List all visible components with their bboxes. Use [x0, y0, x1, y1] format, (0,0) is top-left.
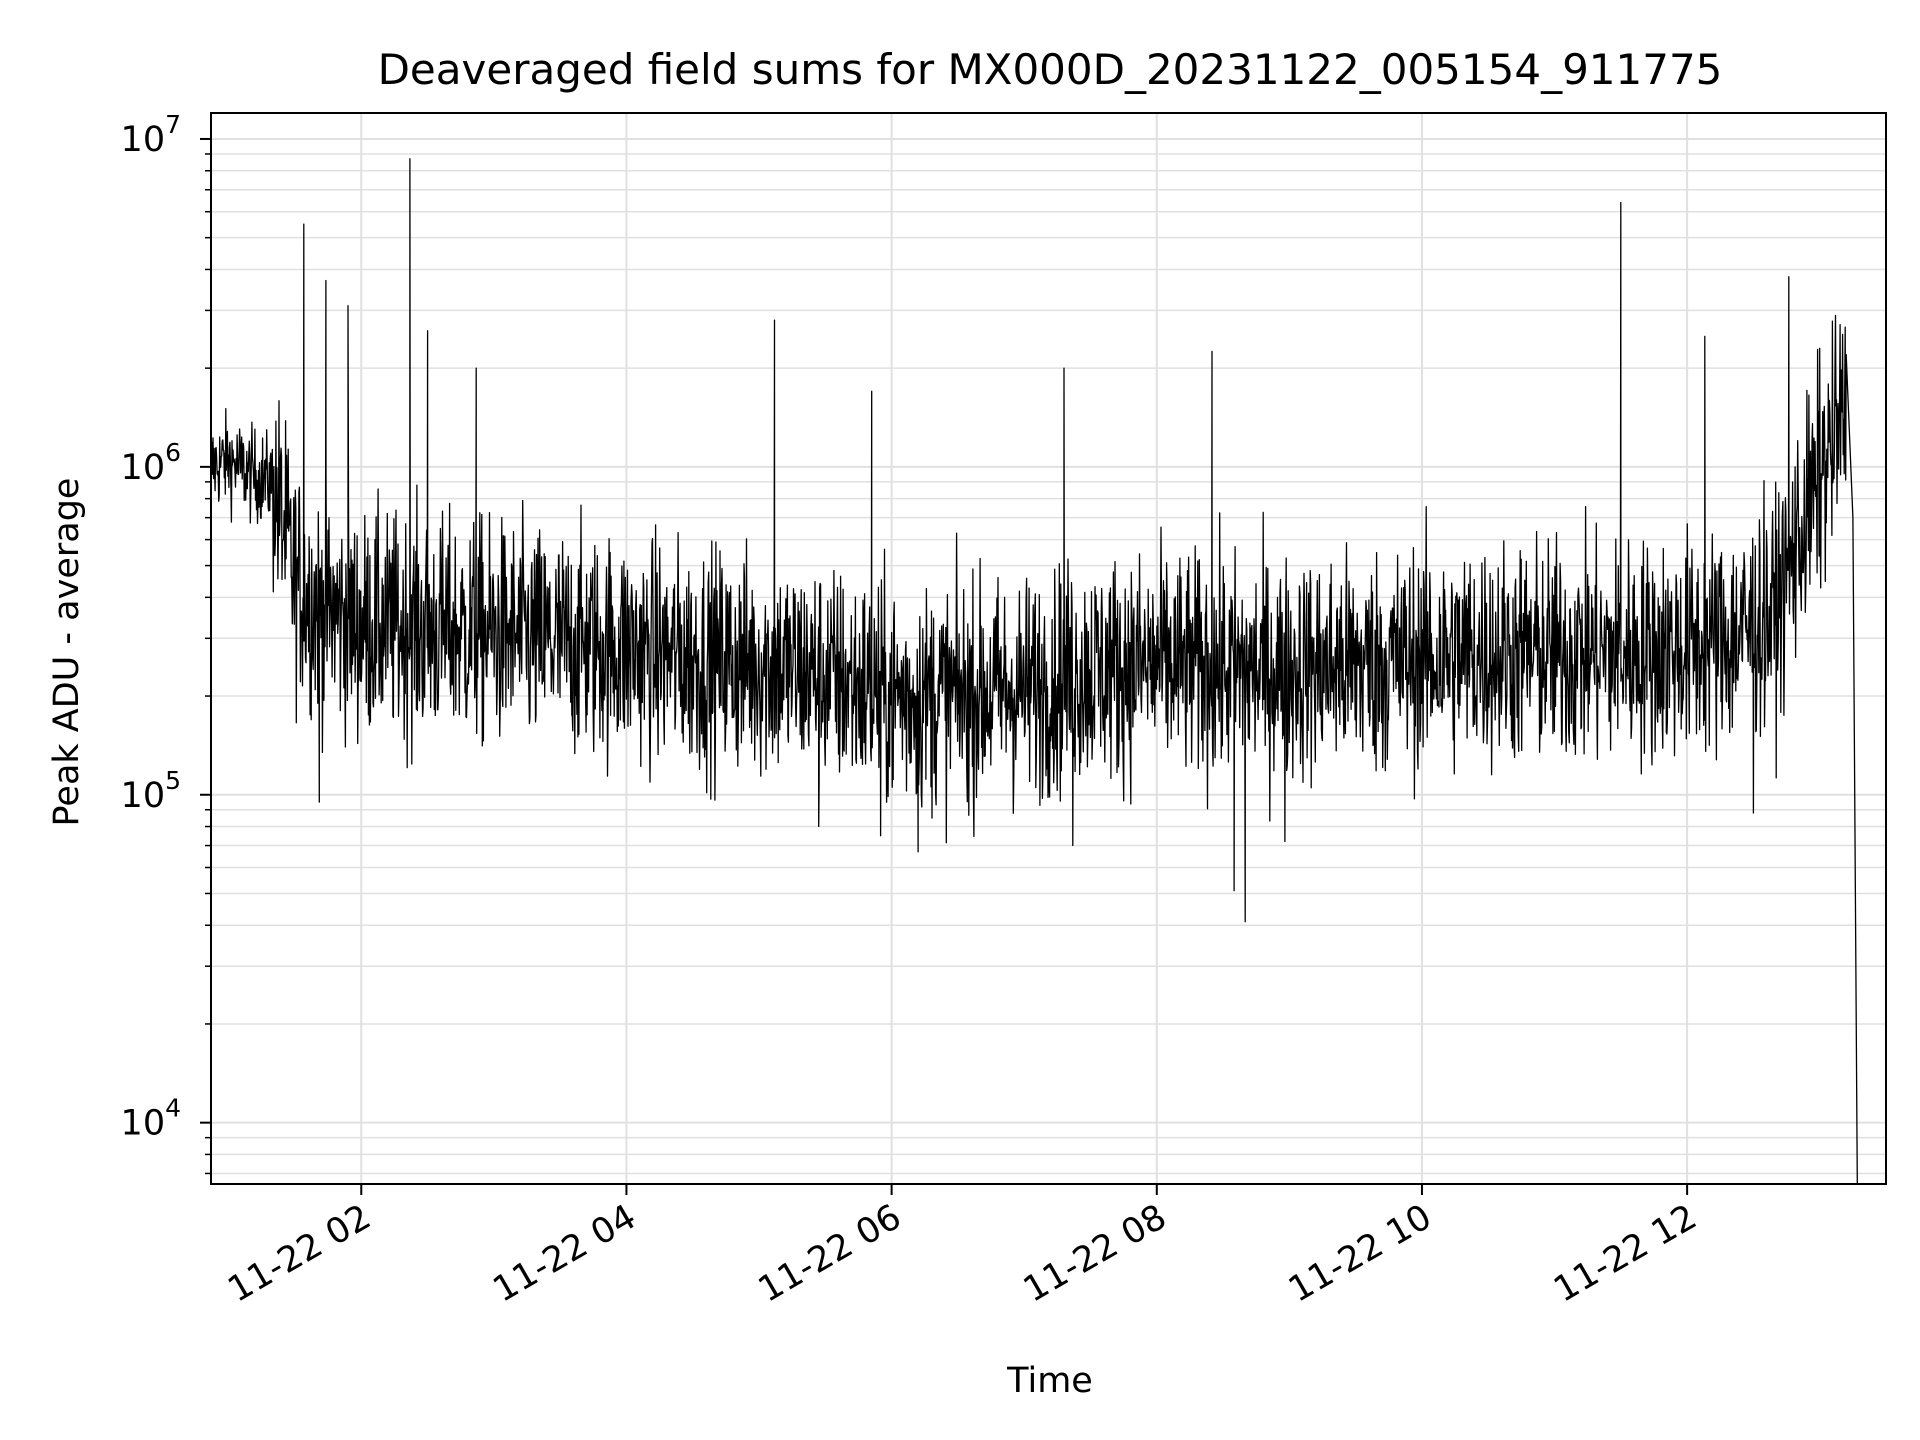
y-tick-label: 107	[121, 110, 181, 160]
x-tick-label: 11-22 12	[1547, 1197, 1703, 1310]
x-tick-label: 11-22 04	[487, 1197, 643, 1310]
y-tick-label: 104	[121, 1094, 181, 1144]
series-trace	[210, 158, 1858, 1185]
plot-frame	[210, 112, 1887, 1185]
y-tick-label: 106	[121, 438, 181, 488]
series-line	[210, 158, 1858, 1185]
x-axis-ticks: 11-22 02 11-22 04 11-22 06 11-22 08 11-22 10…	[221, 1184, 1704, 1310]
x-axis-label: Time	[1006, 1361, 1093, 1401]
grid-lines	[205, 113, 1886, 1184]
x-tick-label: 11-22 02	[221, 1197, 377, 1310]
x-tick-label: 11-22 06	[752, 1197, 908, 1310]
x-tick-label: 11-22 10	[1282, 1197, 1438, 1310]
y-tick-label: 105	[121, 766, 181, 816]
y-axis-ticks: 104 105 106 107	[121, 110, 211, 1144]
x-tick-label: 11-22 08	[1017, 1197, 1173, 1310]
y-axis-label: Peak ADU - average	[47, 478, 87, 827]
chart-title: Deaveraged field sums for MX000D_2023112…	[378, 45, 1723, 94]
